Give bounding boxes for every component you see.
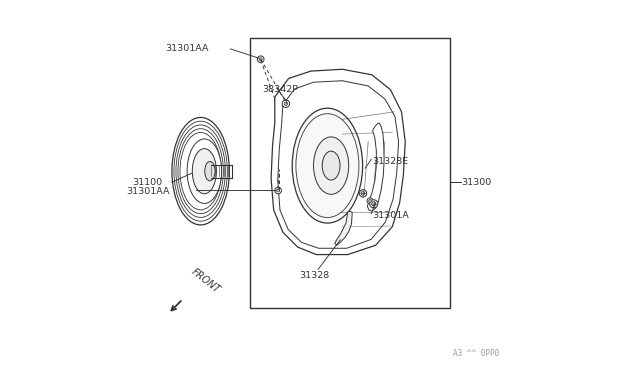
Circle shape (259, 58, 262, 61)
Ellipse shape (172, 118, 229, 225)
Ellipse shape (292, 108, 363, 223)
Text: FRONT: FRONT (189, 267, 222, 295)
Ellipse shape (192, 148, 216, 194)
Circle shape (370, 200, 378, 208)
Circle shape (276, 189, 280, 192)
Ellipse shape (322, 151, 340, 180)
Text: 31300: 31300 (461, 178, 491, 187)
Polygon shape (271, 69, 405, 254)
Circle shape (257, 56, 264, 62)
Circle shape (367, 198, 373, 204)
Text: 31301AA: 31301AA (127, 187, 170, 196)
Text: 31328E: 31328E (372, 157, 408, 166)
Text: 31301A: 31301A (372, 211, 408, 220)
Circle shape (284, 102, 287, 105)
Polygon shape (367, 123, 384, 211)
Circle shape (275, 187, 282, 194)
Circle shape (372, 202, 376, 206)
Text: 31301AA: 31301AA (165, 44, 209, 53)
Text: A3 ^^ 0PP0: A3 ^^ 0PP0 (454, 349, 500, 358)
Ellipse shape (187, 139, 221, 203)
Text: 38342P: 38342P (262, 85, 298, 94)
Bar (250, 38, 450, 308)
Text: 31328: 31328 (300, 271, 330, 280)
Circle shape (361, 192, 365, 195)
Polygon shape (335, 211, 352, 245)
Circle shape (282, 100, 290, 108)
Text: 31100: 31100 (132, 178, 163, 187)
Ellipse shape (205, 161, 215, 181)
Circle shape (369, 199, 371, 202)
Circle shape (359, 190, 367, 197)
Ellipse shape (314, 137, 349, 194)
